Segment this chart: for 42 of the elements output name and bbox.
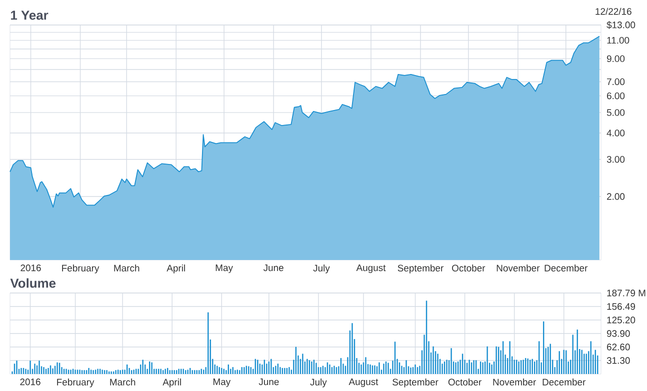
y-tick-label: 93.90 [606,330,630,337]
y-tick-label: 3.00 [606,156,625,163]
y-tick-label: 9.00 [606,55,625,62]
x-tick-label: May [216,264,233,273]
x-tick-label: October [448,378,482,386]
x-tick-label: September [392,378,438,388]
y-tick-label: 2.00 [607,193,625,200]
y-tick-label: 187.79 M [607,290,646,296]
y-tick-label: 125.20 [607,316,636,324]
y-tick-label: 6.00 [607,92,625,100]
x-tick-label: April [162,378,181,388]
chart-title: Volume [10,278,56,288]
x-tick-label: November [493,378,536,386]
y-tick-label: 7.00 [607,78,625,86]
y-tick-label: 11.00 [607,36,630,44]
x-tick-label: November [496,264,540,272]
x-tick-label: 2016 [20,264,41,272]
x-tick-label: September [398,264,444,274]
x-tick-label: February [62,264,100,274]
x-tick-label: February [57,378,94,388]
x-tick-label: June [263,264,284,272]
x-tick-label: March [110,378,136,386]
x-tick-label: March [114,264,140,272]
x-tick-label: August [348,378,378,387]
y-tick-label: 31.30 [606,357,630,364]
x-tick-label: August [356,264,386,273]
y-tick-label: $13.00 [606,21,636,29]
y-tick-label: 4.00 [606,130,625,136]
x-tick-label: December [542,378,586,386]
y-tick-label: 156.49 [607,303,636,310]
y-tick-label: 5.00 [606,109,625,116]
x-tick-label: May [213,378,231,387]
x-tick-label: December [544,264,588,272]
x-tick-label: April [166,264,185,274]
x-tick-label: October [452,264,486,272]
x-tick-label: July [313,264,330,274]
x-tick-label: July [310,378,327,388]
chart-title: 1 Year [11,10,48,20]
x-tick-label: June [258,378,279,386]
x-tick-label: 2016 [20,378,40,386]
text: 12/22/16 [596,8,632,15]
y-tick-label: 62.60 [607,344,630,350]
